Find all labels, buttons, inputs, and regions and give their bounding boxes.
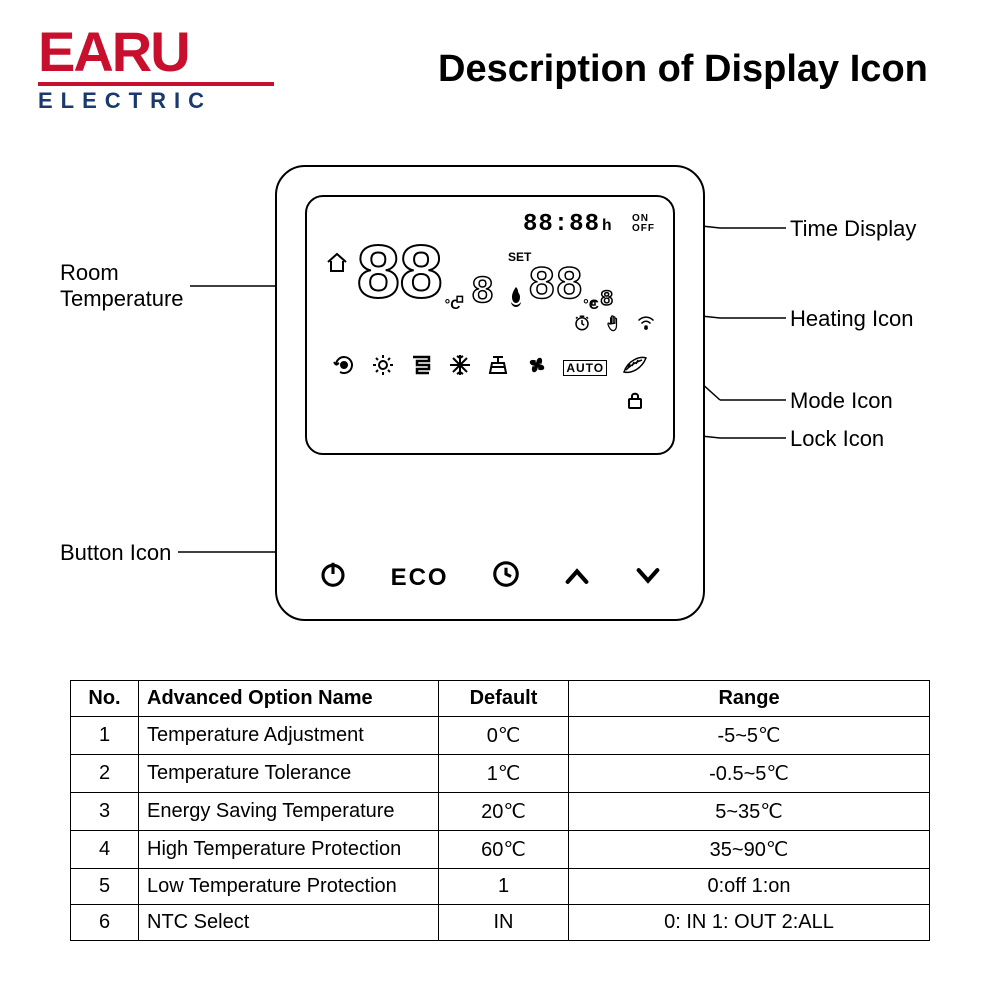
wifi-icon (637, 314, 655, 339)
cell-default: 1℃ (439, 755, 569, 793)
set-temp-decimal: .8 (587, 287, 613, 312)
time-unit: h (602, 217, 613, 235)
cell-default: 1 (439, 869, 569, 905)
cell-no: 5 (71, 869, 139, 905)
snowflake-icon (448, 353, 472, 383)
cell-default: 0℃ (439, 717, 569, 755)
th-name: Advanced Option Name (139, 681, 439, 717)
room-temp-digits: 88 (355, 242, 441, 312)
table-row: 4High Temperature Protection60℃35~90℃ (71, 831, 930, 869)
cell-name: Energy Saving Temperature (139, 793, 439, 831)
thermostat-device: 88:88h ONOFF 88 °C .8 SET 88 °C .8 (275, 165, 705, 621)
table-row: 1Temperature Adjustment0℃-5~5℃ (71, 717, 930, 755)
cell-name: High Temperature Protection (139, 831, 439, 869)
cell-range: 0: IN 1: OUT 2:ALL (569, 905, 930, 941)
cell-default: IN (439, 905, 569, 941)
thermostat-screen: 88:88h ONOFF 88 °C .8 SET 88 °C .8 (305, 195, 675, 455)
room-temp-decimal: .8 (448, 271, 494, 314)
up-button[interactable] (563, 561, 591, 595)
hand-icon (605, 314, 623, 339)
power-button[interactable] (318, 559, 348, 597)
sun-icon (371, 353, 395, 383)
table-row: 2Temperature Tolerance1℃-0.5~5℃ (71, 755, 930, 793)
cell-default: 20℃ (439, 793, 569, 831)
floor-heat-icon (409, 353, 433, 383)
table-row: 5Low Temperature Protection10:off 1:on (71, 869, 930, 905)
options-table: No. Advanced Option Name Default Range 1… (70, 680, 930, 941)
auto-label: AUTO (563, 360, 607, 376)
eco-button[interactable]: ECO (391, 564, 449, 592)
th-range: Range (569, 681, 930, 717)
table-row: 3Energy Saving Temperature20℃5~35℃ (71, 793, 930, 831)
valve-icon (486, 353, 510, 383)
fan-icon (525, 353, 549, 383)
cell-name: Low Temperature Protection (139, 869, 439, 905)
down-button[interactable] (634, 561, 662, 595)
cell-default: 60℃ (439, 831, 569, 869)
cell-name: Temperature Tolerance (139, 755, 439, 793)
th-no: No. (71, 681, 139, 717)
cell-no: 3 (71, 793, 139, 831)
cell-range: -0.5~5℃ (569, 755, 930, 793)
time-value: 88:88 (523, 211, 600, 238)
off-label: OFF (632, 223, 655, 234)
cell-no: 1 (71, 717, 139, 755)
set-temp-digits: 88 (528, 260, 583, 312)
cell-no: 6 (71, 905, 139, 941)
th-default: Default (439, 681, 569, 717)
cell-range: 5~35℃ (569, 793, 930, 831)
lock-icon (627, 393, 643, 413)
cell-name: Temperature Adjustment (139, 717, 439, 755)
flame-icon (508, 287, 524, 312)
home-icon (325, 251, 349, 282)
cell-name: NTC Select (139, 905, 439, 941)
table-row: 6NTC SelectIN0: IN 1: OUT 2:ALL (71, 905, 930, 941)
leaf-icon (622, 354, 648, 382)
cell-no: 2 (71, 755, 139, 793)
clock-small-icon (573, 314, 591, 339)
cell-no: 4 (71, 831, 139, 869)
cell-range: -5~5℃ (569, 717, 930, 755)
clock-button[interactable] (491, 559, 521, 597)
cycle-icon (332, 353, 356, 383)
cell-range: 0:off 1:on (569, 869, 930, 905)
cell-range: 35~90℃ (569, 831, 930, 869)
